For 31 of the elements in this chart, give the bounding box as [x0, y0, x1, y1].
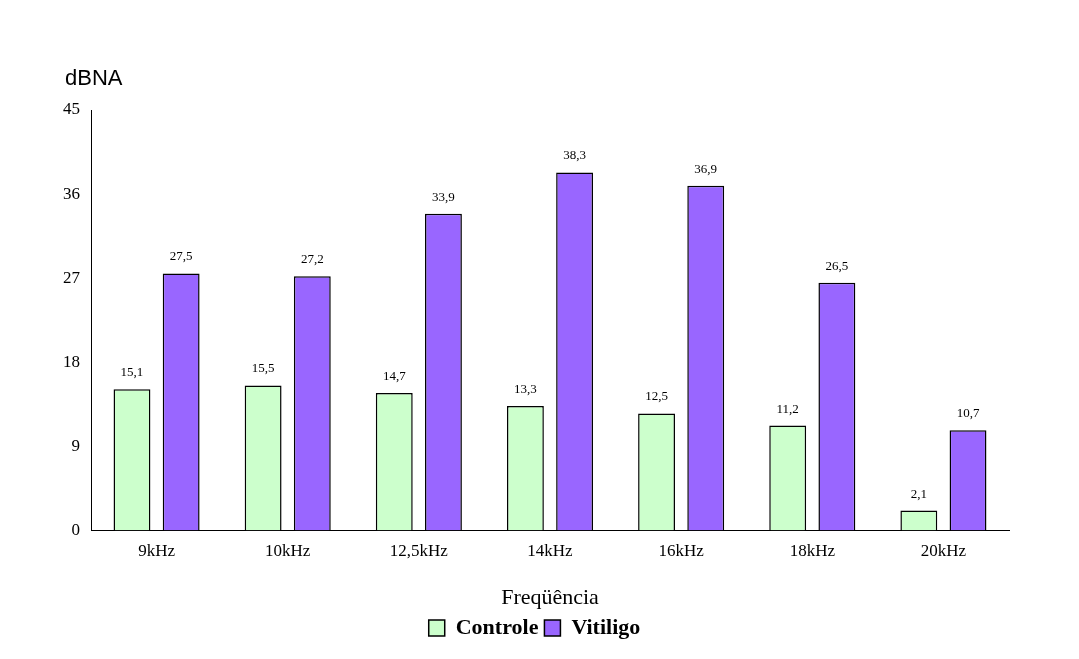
data-label: 26,5 — [825, 257, 849, 273]
data-label: 15,1 — [120, 364, 144, 380]
data-label: 11,2 — [776, 400, 799, 416]
x-tick-label: 10kHz — [265, 540, 311, 560]
y-tick-label: 0 — [71, 519, 80, 539]
y-tick-label: 45 — [63, 99, 80, 119]
y-tick-label: 27 — [63, 267, 81, 287]
x-tick-label: 18kHz — [789, 540, 836, 560]
y-tick-label: 36 — [63, 183, 80, 203]
y-tick-label: 9 — [71, 435, 80, 455]
y-tick-label: 18 — [63, 351, 80, 371]
data-label: 27,2 — [300, 251, 324, 267]
x-tick-label: 9kHz — [138, 540, 176, 560]
data-label: 14,7 — [382, 367, 407, 383]
x-axis-title: Freqüência — [501, 583, 600, 609]
data-label: 38,3 — [563, 147, 586, 163]
data-label: 2,1 — [910, 485, 927, 501]
legend-label: Controle — [455, 613, 539, 639]
data-label: 15,5 — [251, 360, 275, 376]
legend-label: Vitiligo — [571, 613, 641, 639]
y-axis-title: dBNA — [65, 65, 123, 90]
x-tick-label: 12,5kHz — [389, 540, 449, 560]
x-tick-label: 16kHz — [658, 540, 705, 560]
x-tick-label: 20kHz — [920, 540, 967, 560]
data-label: 13,3 — [514, 380, 537, 396]
data-label: 33,9 — [432, 188, 455, 204]
data-label: 12,5 — [645, 388, 668, 404]
data-label: 27,5 — [169, 248, 193, 264]
x-tick-label: 14kHz — [527, 540, 574, 560]
data-label: 36,9 — [694, 160, 718, 176]
data-label: 10,7 — [956, 405, 980, 421]
